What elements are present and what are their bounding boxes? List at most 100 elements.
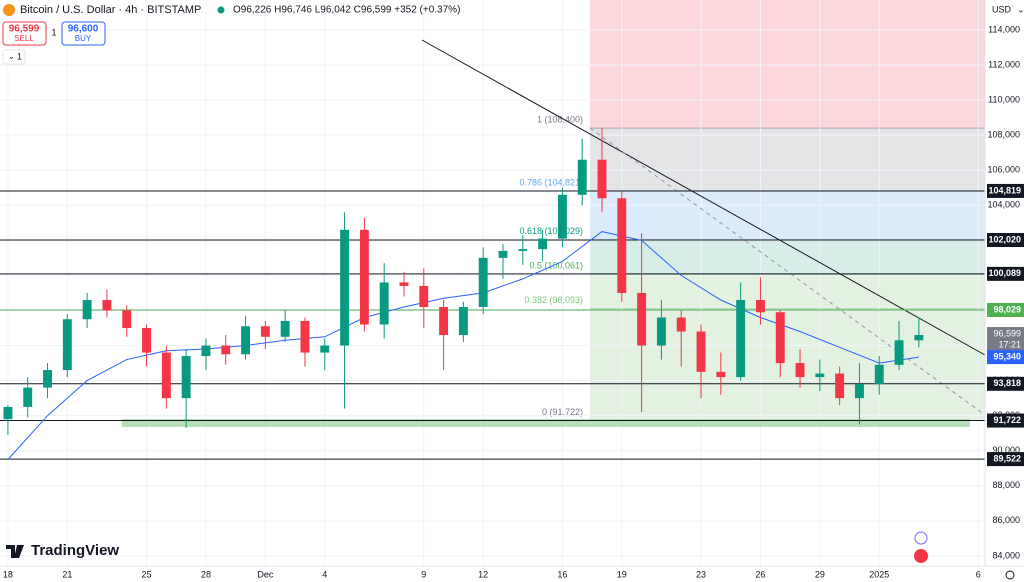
candle-body [379,282,389,325]
candle-body [161,352,171,399]
level-label: 100,089 [988,268,1021,278]
candle-body [399,282,409,286]
ohlc: O96,226 H96,746 L96,042 C96,599 +352 (+0… [233,5,460,16]
candle-body [241,326,251,355]
candle-body [300,320,310,353]
sell-label: SELL [14,34,34,43]
logo-icon [6,545,24,558]
sell-price: 96,599 [9,24,40,35]
candle-body [874,364,884,385]
fib-zone [590,274,985,309]
candle-body [82,299,92,320]
projection-line [589,127,986,416]
x-tick-label: 4 [322,569,327,579]
candle-body [142,328,151,353]
moving-average [7,231,919,460]
trend-line [421,39,986,356]
candle-body [637,292,647,346]
candle-body [815,373,825,378]
level-tag [987,302,1024,317]
currency: USD [992,4,1012,14]
level-label: 104,819 [988,185,1021,195]
level-tag [987,183,1024,198]
interval-value: 1 [17,51,22,61]
buy-label: BUY [75,34,92,43]
grid [0,0,985,566]
x-tick-label: 28 [201,569,211,579]
candle-body [3,406,13,420]
x-tick-label: 6 [976,569,981,579]
risk-zone [590,0,985,129]
x-tick-label: 2025 [869,569,889,579]
candle-body [201,345,211,357]
currency-menu: ⌄ [1017,4,1024,14]
candle-body [676,317,686,332]
candle-body [755,299,765,313]
candle-body [478,257,488,307]
y-tick-label: 110,000 [988,94,1020,104]
levels [0,190,985,460]
candle-body [260,326,270,337]
fib-label: 0.5 (100,061) [529,261,583,271]
y-tick-label: 84,000 [992,550,1020,560]
y-tick-label: 88,000 [992,480,1020,490]
candle-body [538,238,548,250]
x-tick-label: 29 [815,569,825,579]
market-status [217,6,225,14]
support-band [122,419,970,427]
candle-body [835,373,845,399]
ma-label: 95,340 [993,351,1021,361]
x-tick-label: Dec [257,569,274,579]
candle-body [656,317,666,346]
x-tick-label: 12 [478,569,488,579]
y-tick-label: 114,000 [988,24,1020,34]
settings-button[interactable] [1005,570,1015,580]
level-label: 91,722 [993,415,1021,425]
x-tick-label: 26 [755,569,765,579]
candle-body [458,306,468,336]
candle-body [340,229,350,346]
x-tick-label: 25 [142,569,152,579]
candle-body [914,335,924,341]
last-price-label: 96,599 [993,328,1021,338]
candle-body [122,310,132,329]
candle-body [62,319,72,371]
level-label: 89,522 [993,453,1021,463]
level-tag [987,413,1024,428]
plot [3,128,924,460]
candle-body [498,250,508,258]
buy-button[interactable] [61,21,106,46]
candle-body [23,387,33,407]
x-tick-label: 16 [557,569,567,579]
fib-label: 0.618 (102,029) [519,226,583,236]
symbol: Bitcoin / U.S. Dollar · 4h · BITSTAMP [20,4,201,16]
x-tick-label: 21 [62,569,72,579]
sell-button[interactable] [2,21,47,46]
btc-icon [3,4,15,16]
candle-body [716,371,726,378]
y-tick-label: 90,000 [992,445,1020,455]
buy-price: 96,600 [68,24,99,35]
y-tick-label: 106,000 [987,165,1020,175]
candle-body [102,299,112,311]
candle-body [320,345,330,353]
menu-caret: ⌄ [8,52,15,61]
fib-label: 0.382 (98,093) [524,295,583,305]
x-tick-label: 19 [617,569,627,579]
last-price-tag [987,327,1024,352]
countdown: 17:21 [998,339,1021,349]
y-tick-label: 108,000 [987,130,1020,140]
events-button[interactable] [914,549,928,563]
candle-body [280,320,290,337]
interval-menu[interactable] [2,49,26,65]
candle-body [617,198,627,293]
candle-body [439,306,449,336]
axes: 84,00086,00088,00090,00092,00094,00096,0… [3,24,1024,579]
level-label: 102,020 [988,234,1021,244]
candle-body [43,370,52,388]
candle-body [221,345,231,355]
level-tag [987,233,1024,248]
ideas-button[interactable] [914,531,928,545]
fib-zone [590,190,985,240]
